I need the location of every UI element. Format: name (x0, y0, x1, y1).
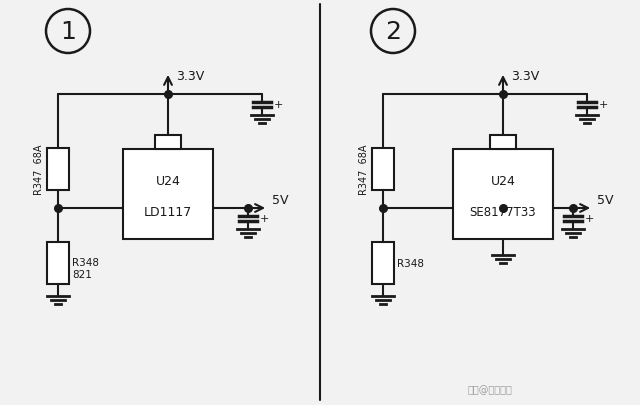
Text: +: + (260, 213, 269, 224)
Bar (155, 136, 181, 149)
Text: +: + (585, 213, 595, 224)
Text: 1: 1 (60, 20, 76, 44)
Text: 5V: 5V (272, 194, 289, 207)
Text: 3.3V: 3.3V (511, 70, 540, 83)
Text: 2: 2 (385, 20, 401, 44)
Bar (123, 149, 213, 239)
Text: 头条@维修人家: 头条@维修人家 (468, 384, 513, 394)
Text: SE8177T33: SE8177T33 (470, 206, 536, 219)
Bar (372, 149, 394, 190)
Bar (372, 243, 394, 284)
Text: +: + (599, 100, 609, 110)
Bar (490, 136, 516, 149)
Text: U24: U24 (156, 175, 180, 188)
Bar (453, 149, 553, 239)
Text: R348
821: R348 821 (72, 258, 99, 279)
Text: LD1117: LD1117 (144, 206, 192, 219)
Text: R348: R348 (397, 258, 424, 269)
Text: R347  68A: R347 68A (34, 145, 44, 195)
Bar (47, 149, 69, 190)
Bar (47, 243, 69, 284)
Text: 5V: 5V (597, 194, 614, 207)
Text: U24: U24 (491, 175, 515, 188)
Text: 3.3V: 3.3V (176, 70, 204, 83)
Text: R347  68A: R347 68A (359, 145, 369, 195)
Text: +: + (274, 100, 284, 110)
